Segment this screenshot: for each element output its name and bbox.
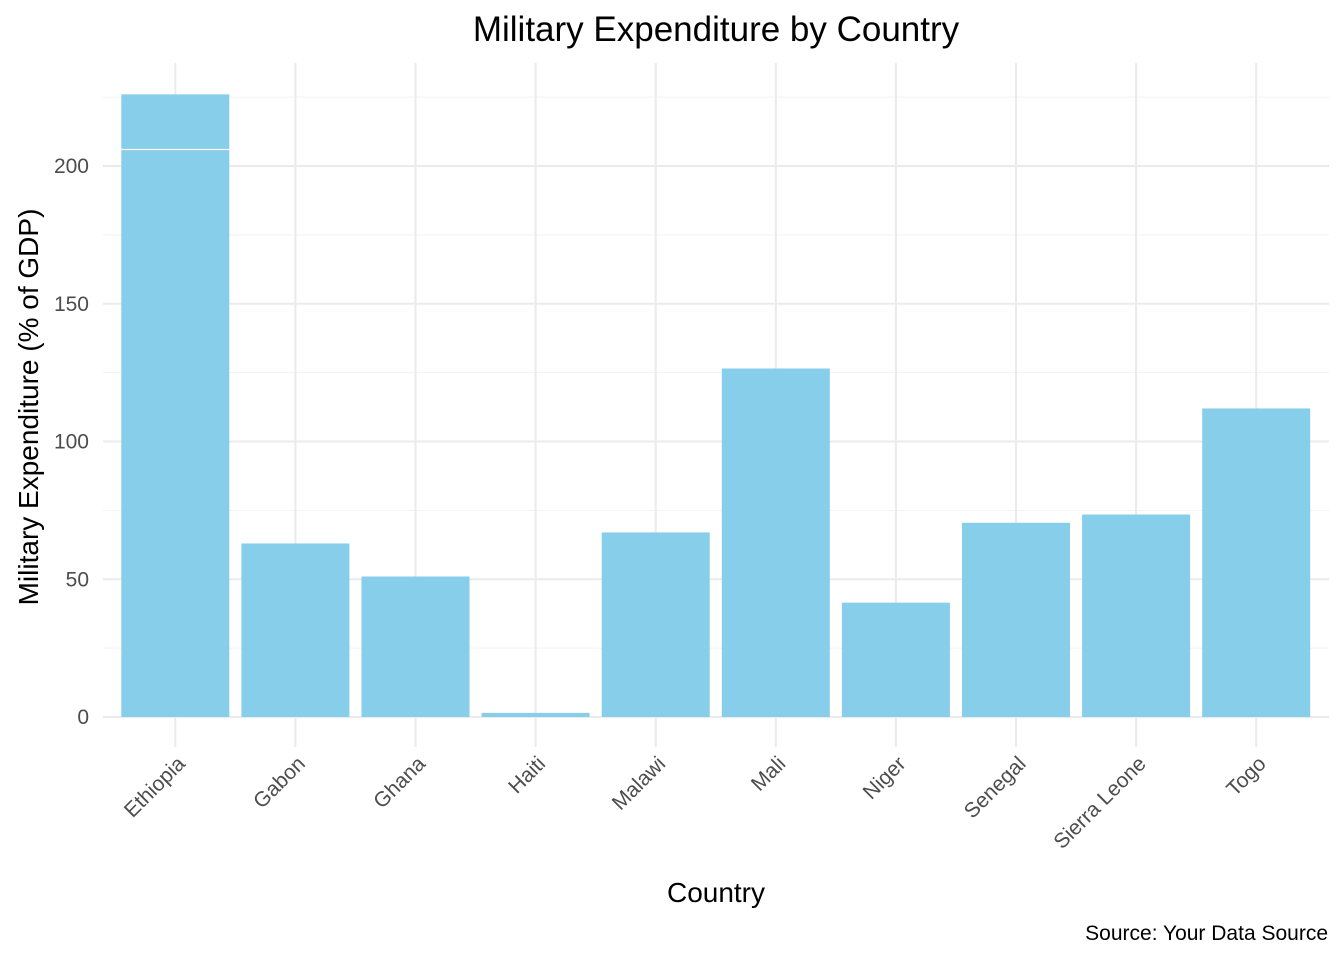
y-tick-label: 0 [77, 706, 89, 729]
bar-niger [841, 602, 950, 717]
y-axis-tick-labels: 0 50 100 150 200 [54, 155, 89, 729]
bar-ethiopia [121, 94, 230, 718]
bars [121, 94, 1311, 718]
x-axis-tick-labels: Ethiopia Gabon Ghana Haiti Malawi Mali Niger Se… [120, 752, 1271, 854]
y-axis-title: Military Expenditure (% of GDP) [13, 209, 44, 606]
x-tick-label: Haiti [504, 752, 550, 798]
x-tick-label: Ghana [369, 752, 430, 813]
x-tick-label: Niger [859, 752, 911, 804]
x-axis-title: Country [667, 877, 765, 908]
y-tick-label: 100 [54, 431, 89, 454]
x-tick-label: Gabon [249, 752, 310, 813]
bar-senegal [962, 522, 1070, 717]
bar-togo [1202, 408, 1311, 717]
y-tick-label: 150 [54, 293, 89, 316]
x-tick-label: Senegal [960, 752, 1031, 823]
y-tick-label: 50 [66, 568, 89, 591]
y-tick-label: 200 [54, 155, 89, 178]
bar-mali [721, 368, 830, 717]
x-tick-label: Ethiopia [120, 752, 190, 822]
bar-gabon [241, 543, 350, 717]
x-tick-label: Mali [747, 752, 790, 795]
x-tick-label: Togo [1222, 752, 1270, 800]
x-tick-label: Malawi [608, 752, 670, 814]
bar-sierra-leone [1082, 514, 1191, 717]
bar-haiti [481, 712, 590, 717]
chart-title: Military Expenditure by Country [473, 10, 960, 49]
bar-ghana [361, 576, 470, 717]
bar-malawi [601, 532, 710, 717]
x-tick-label: Sierra Leone [1049, 752, 1150, 853]
source-caption: Source: Your Data Source [1085, 922, 1328, 945]
